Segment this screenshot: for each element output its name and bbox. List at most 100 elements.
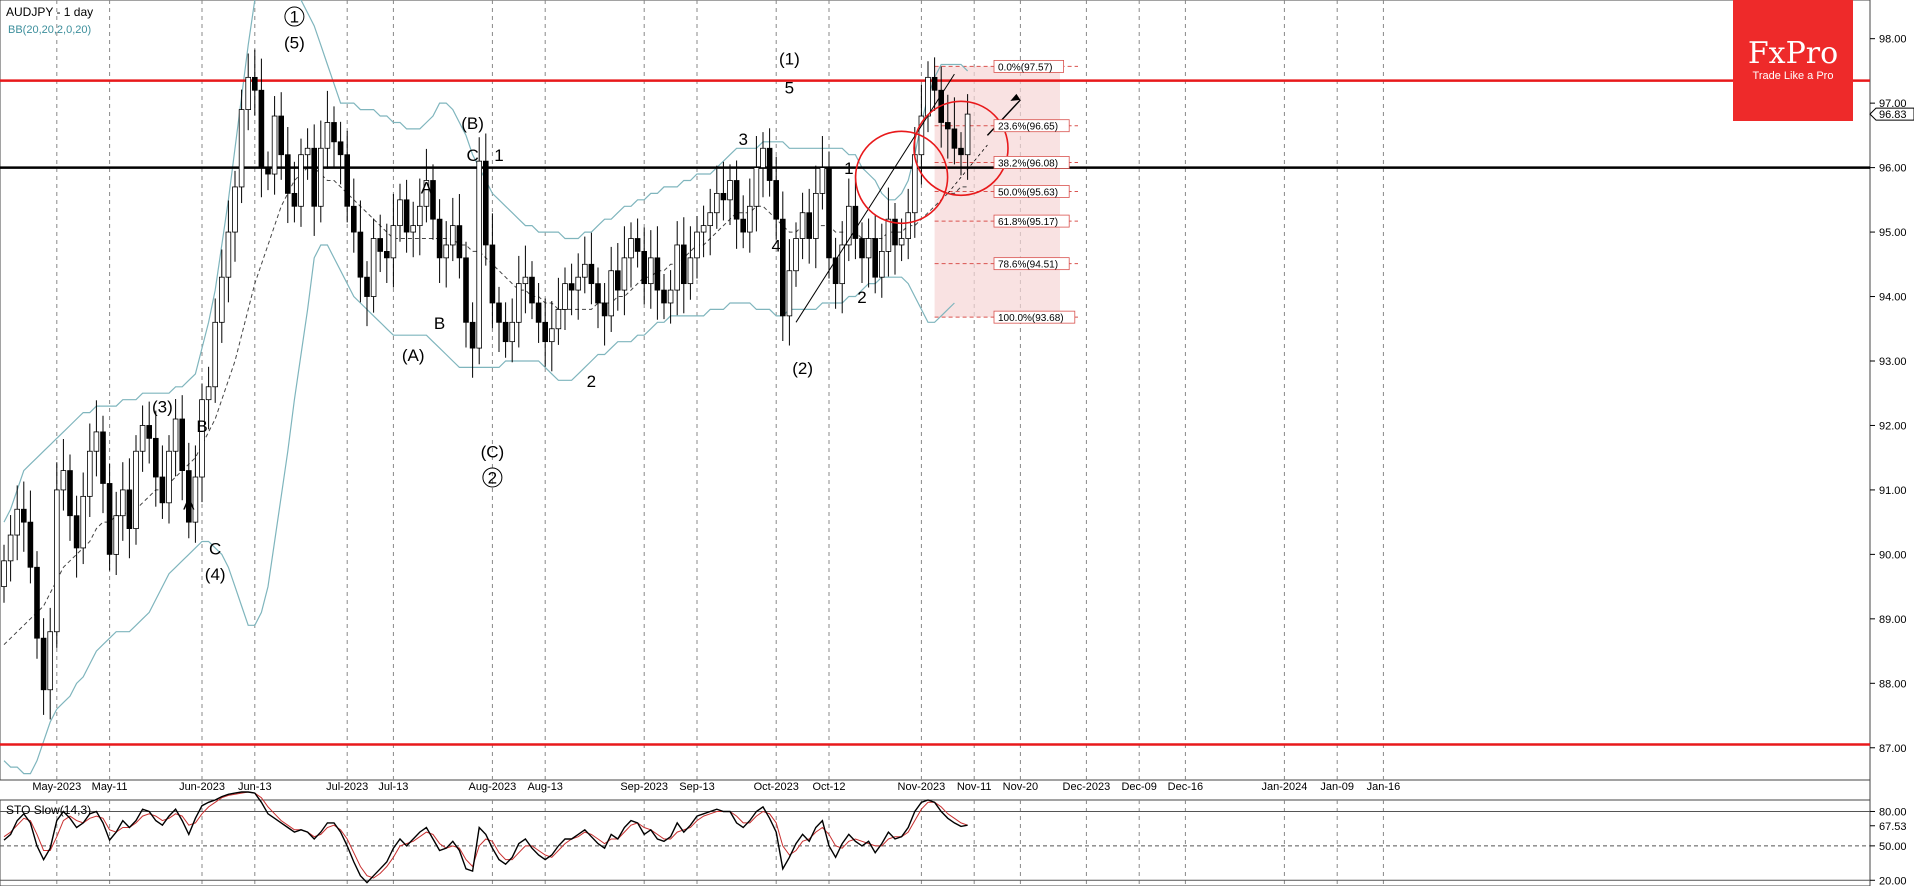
candle-body [304,147,311,156]
wave-label: (2) [792,359,813,378]
date-tick-label: Sep-2023 [620,781,668,793]
candle-body [324,122,331,149]
candle-body [73,515,80,549]
candle-body [509,321,515,343]
candle-body [951,128,958,149]
candle-body [397,199,403,227]
date-tick-label: May-2023 [32,781,81,793]
date-tick-label: Jun-2023 [179,781,225,793]
price-tick-label: 96.00 [1879,163,1907,175]
candle-body [595,283,601,304]
candle-body [159,476,166,504]
candle-body [931,76,938,91]
candle-body [740,218,746,233]
candle-body [793,238,799,272]
stoch-tick-label: 80.00 [1879,806,1907,818]
candle-body [245,76,252,110]
stochastic-panel: 80.00 67.53 50.00 20.00 [0,791,1907,886]
candle-body [549,328,555,343]
price-tick-label: 93.00 [1879,356,1907,368]
candle-body [232,186,238,233]
candle-body [608,270,614,317]
forecast-arrow-head [1010,93,1021,101]
candle-body [687,257,694,285]
candle-body [172,418,179,452]
candle-body [47,631,53,691]
candle-body [40,637,47,691]
candle-body [700,225,707,233]
candle-body [383,251,390,259]
date-tick-label: Jul-2023 [326,781,368,793]
candle-body [403,199,410,233]
candle-body [859,238,865,259]
candle-body [582,263,588,278]
fib-label-box [993,310,1076,324]
candle-body [885,218,892,252]
candle-body [238,109,245,188]
candle-body [786,270,793,317]
date-tick-label: Jan-09 [1320,781,1354,793]
candle-body [694,231,700,259]
wave-label: (5) [284,33,305,52]
last-price-tag [1869,107,1914,121]
candle-body [905,212,911,239]
wave-label: 2 [857,288,866,307]
candle-body [865,238,872,259]
candle-body [106,483,113,555]
fib-label-box [993,59,1064,73]
candle-body [720,192,727,201]
fib-level-label: 61.8%(95.17) [998,217,1058,228]
candle-body [271,115,278,175]
date-tick-label: Nov-20 [1003,781,1038,793]
candle-body [430,180,436,220]
candle-body [93,431,100,452]
candle-body [846,205,852,246]
wave-label: B [196,417,207,436]
candle-body [14,508,21,536]
candle-body [780,218,786,317]
fib-label-box [993,257,1070,271]
fib-label-box [993,185,1070,198]
wave-label: (1) [779,49,800,68]
candle-body [423,180,430,207]
candle-body [760,147,766,169]
fibonacci-labels: 0.0%(97.57) 23.6%(96.65) 38.2%(96.08) 50.0%… [993,59,1076,324]
bb-lower-line [3,244,955,775]
candle-body [463,257,469,323]
date-tick-label: Nov-11 [957,781,992,793]
candle-body [568,283,575,291]
candle-body [806,212,812,239]
candle-body [126,489,133,529]
candle-body [766,147,773,181]
candle-body [218,276,225,323]
candle-body [628,238,634,259]
fxpro-logo: FxPro Trade Like a Pro [1733,0,1853,121]
candle-body [80,495,87,549]
wave-label: 2 [587,372,596,391]
annotations [795,73,1021,323]
fib-level-label: 78.6%(94.51) [998,260,1058,271]
candle-body [350,205,357,233]
candle-body [945,122,951,130]
candle-body [120,489,126,517]
date-tick-label: Jan-2024 [1261,781,1307,793]
candle-body [714,192,720,214]
date-tick-label: Jul-13 [378,781,408,793]
fib-level-label: 38.2%(96.08) [998,158,1058,169]
stoch-k-line [3,791,968,884]
candle-body [839,244,845,285]
date-axis: May-2023 May-11 Jun-2023 Jun-13 Jul-2023 Jul-… [32,781,1400,793]
candle-body [852,205,859,239]
candle-body [357,231,364,278]
candle-body [166,450,172,504]
candle-body [258,89,265,169]
candle-body [251,76,258,91]
wave-label: 1 [290,8,299,27]
candle-body [707,212,713,227]
candle-body [60,470,67,491]
candle-body [681,244,687,285]
candle-body [390,225,397,259]
candle-body [364,276,370,297]
price-tick-label: 98.00 [1879,34,1907,46]
candle-body [469,321,476,349]
